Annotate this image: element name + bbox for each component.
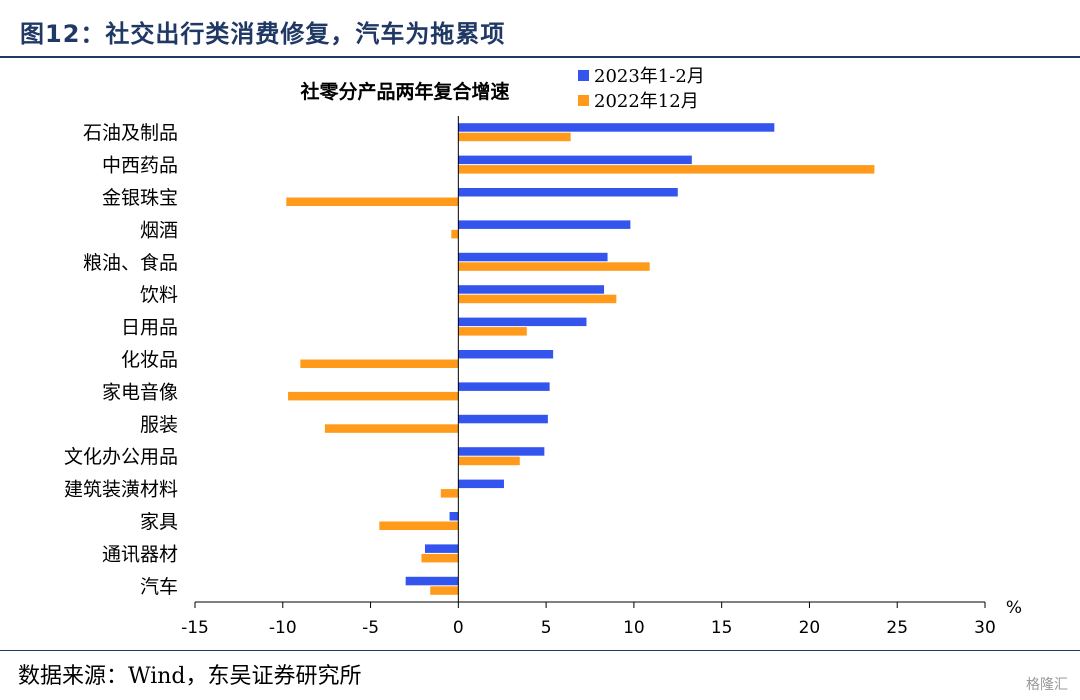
category-label: 粮油、食品 [83, 252, 178, 274]
bar-series-a-10 [458, 447, 545, 456]
bar-series-a-3 [458, 220, 631, 229]
bar-series-b-4 [458, 262, 650, 271]
title-rule [0, 56, 1080, 58]
bar-series-a-5 [458, 285, 605, 294]
bar-series-a-12 [449, 512, 459, 521]
legend-swatch-series-b [578, 95, 589, 106]
watermark-logo: 格隆汇 [1026, 677, 1068, 693]
bar-series-b-12 [379, 521, 459, 530]
x-tick-label: -10 [269, 618, 297, 638]
bar-series-b-1 [458, 165, 875, 174]
bar-series-b-2 [286, 197, 459, 206]
category-label: 饮料 [140, 284, 178, 306]
x-tick-label: 25 [886, 618, 908, 638]
category-label: 家具 [140, 511, 178, 533]
bar-series-b-6 [458, 327, 527, 336]
bar-chart: 社零分产品两年复合增速 2023年1-2月 2022年12月 石油及制品中西药品… [64, 66, 1022, 638]
bar-series-b-14 [430, 586, 459, 595]
category-label: 家电音像 [102, 381, 178, 403]
category-label: 汽车 [140, 576, 178, 598]
category-label: 建筑装潢材料 [64, 479, 178, 501]
x-tick-label: 15 [711, 618, 733, 638]
bar-series-a-13 [424, 544, 459, 553]
legend: 2023年1-2月 2022年12月 [578, 66, 705, 112]
category-label: 中西药品 [102, 155, 178, 177]
category-label: 服装 [140, 414, 178, 436]
category-label: 烟酒 [140, 219, 178, 241]
bar-series-b-11 [440, 489, 459, 498]
legend-label-series-a: 2023年1-2月 [594, 66, 705, 87]
bar-series-b-8 [288, 391, 459, 401]
category-label: 文化办公用品 [64, 446, 178, 468]
x-tick-label: 0 [453, 618, 464, 638]
bar-series-a-2 [458, 188, 678, 197]
x-tick-label: 20 [799, 618, 821, 638]
legend-swatch-series-a [578, 70, 589, 81]
x-tick-label: 10 [623, 618, 645, 638]
bar-series-b-13 [421, 553, 459, 563]
x-tick-label: 30 [974, 618, 996, 638]
category-label: 石油及制品 [83, 122, 178, 144]
bar-series-b-9 [324, 424, 459, 433]
category-label: 金银珠宝 [102, 187, 178, 209]
figure-title: 图12：社交出行类消费修复，汽车为拖累项 [20, 20, 506, 48]
plot-area: 石油及制品中西药品金银珠宝烟酒粮油、食品饮料日用品化妆品家电音像服装文化办公用品… [64, 116, 996, 638]
bar-series-b-0 [458, 132, 571, 142]
category-label: 日用品 [121, 317, 178, 339]
legend-label-series-b: 2022年12月 [594, 91, 699, 112]
bar-series-b-10 [458, 456, 520, 466]
bottom-rule [0, 650, 1080, 651]
bar-series-a-11 [458, 479, 504, 489]
bar-series-b-7 [300, 359, 459, 368]
bar-series-a-7 [458, 350, 554, 359]
bar-series-a-6 [458, 317, 587, 327]
bar-series-a-0 [458, 123, 775, 132]
category-label: 化妆品 [121, 349, 178, 371]
source-note: 数据来源：Wind，东吴证券研究所 [18, 664, 362, 689]
bar-series-a-1 [458, 155, 692, 165]
bar-series-b-5 [458, 294, 617, 304]
bar-series-a-8 [458, 382, 550, 391]
bar-series-a-9 [458, 414, 548, 424]
unit-label: % [1006, 598, 1022, 618]
bar-series-a-14 [405, 576, 459, 586]
category-label: 通讯器材 [102, 543, 178, 565]
x-tick-label: -5 [362, 618, 379, 638]
bar-series-a-4 [458, 252, 608, 262]
x-tick-label: 5 [541, 618, 552, 638]
chart-title: 社零分产品两年复合增速 [299, 80, 509, 103]
x-tick-label: -15 [181, 618, 209, 638]
bar-series-b-3 [451, 229, 459, 239]
